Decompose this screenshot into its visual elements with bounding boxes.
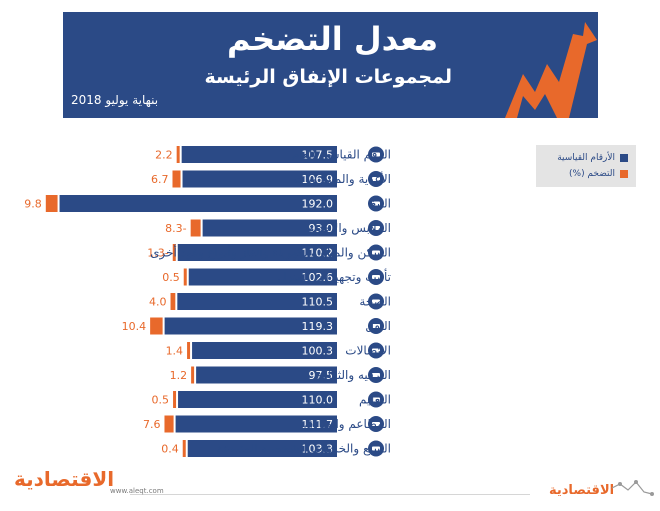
inflation-bar [183, 268, 187, 286]
inflation-value-label: 1.2 [170, 369, 188, 382]
inflation-bar [176, 146, 180, 163]
legend-swatch-inflation [620, 170, 628, 178]
index-value-label: 106.9 [302, 173, 334, 186]
index-bar [196, 366, 337, 384]
icon-glyph [372, 348, 380, 353]
index-bar [202, 219, 337, 237]
index-value-label: 110.5 [302, 296, 334, 309]
index-value-label: 119.3 [302, 320, 334, 333]
category-label: التبغ [370, 197, 391, 211]
brand-logo: الاقتصادية [14, 467, 115, 491]
category-label: السلع والخدمات الشخصية المتنوعة [216, 442, 391, 457]
icon-glyph [372, 152, 380, 157]
legend-label-inflation: التضخم (%) [569, 169, 615, 179]
brand-logo-small: الاقتصادية [549, 483, 615, 498]
category-label: النقل [365, 319, 391, 333]
inflation-bar [150, 317, 163, 335]
index-bar [188, 268, 337, 286]
inflation-bar [191, 366, 195, 384]
icon-glyph [372, 446, 380, 451]
icon-glyph [372, 250, 380, 255]
inflation-value-label: 9.8 [24, 198, 42, 211]
index-value-label: 97.5 [309, 369, 334, 382]
page-subtitle: لمجموعات الإنفاق الرئيسة [204, 66, 452, 88]
trend-line-icon [611, 480, 654, 496]
index-value-label: 192.0 [302, 198, 334, 211]
icon-glyph [372, 226, 380, 230]
index-bar [187, 440, 337, 457]
category-label: الصحة [359, 295, 391, 309]
legend: الأرقام القياسية التضخم (%) [536, 145, 636, 187]
category-label: الاتصالات [345, 344, 391, 358]
index-bar [178, 391, 337, 408]
category-label: الترفيه والثقافة [316, 368, 391, 383]
category-label: الأغذية والمشروبات [294, 171, 391, 187]
inflation-value-label: 6.7 [151, 173, 169, 186]
inflation-value-label: 4.0 [149, 296, 167, 309]
index-bar [177, 244, 337, 261]
category-label: السكن والمياه والكهرباء والغاز وأنواع وق… [150, 245, 391, 261]
site-url: www.aleqt.com [110, 487, 164, 495]
icon-glyph [372, 397, 380, 402]
inflation-value-label: 10.4 [122, 320, 147, 333]
icon-glyph [372, 422, 380, 426]
icon-glyph [372, 177, 380, 181]
index-bar [177, 293, 337, 310]
icon-glyph [372, 324, 380, 328]
inflation-bar [172, 170, 181, 188]
inflation-bar [170, 293, 176, 310]
index-bar [59, 195, 338, 212]
growth-arrow-icon [505, 22, 597, 118]
index-bar [192, 342, 337, 359]
inflation-value-label: 2.2 [155, 149, 173, 162]
inflation-bar [182, 440, 186, 457]
inflation-value-label: 7.6 [143, 418, 161, 431]
inflation-value-label: 8.3- [165, 222, 186, 235]
icon-glyph [372, 299, 380, 304]
inflation-value-label: 1.4 [166, 345, 184, 358]
page-title: معدل التضخم [227, 20, 438, 58]
inflation-value-label: 0.5 [152, 394, 170, 407]
index-bar [182, 170, 337, 188]
index-bar [164, 317, 337, 335]
icon-glyph [372, 373, 380, 377]
legend-item-inflation: التضخم (%) [569, 167, 628, 181]
icon-glyph [372, 201, 380, 206]
index-value-label: 102.6 [302, 271, 334, 284]
legend-label-index: الأرقام القياسية [557, 153, 615, 163]
index-value-label: 111.7 [302, 418, 334, 431]
index-value-label: 110.2 [302, 247, 334, 260]
date-label: بنهاية يوليو 2018 [71, 93, 159, 107]
category-label: التعليم [359, 393, 391, 407]
inflation-value-label: 1.3- [147, 247, 168, 260]
legend-item-index: الأرقام القياسية [557, 151, 628, 165]
inflation-bar [164, 415, 174, 433]
index-value-label: 110.0 [302, 394, 334, 407]
inflation-bar [45, 195, 58, 212]
inflation-bar [172, 244, 176, 261]
index-value-label: 93.0 [309, 222, 334, 235]
category-label: تأثيث وتجهيزات المنزل [277, 268, 391, 285]
category-label: المطاعم والفنادق [304, 417, 391, 432]
category-label: الملابس والأحذية [308, 220, 391, 236]
header-banner: معدل التضخم لمجموعات الإنفاق الرئيسة بنه… [63, 12, 598, 118]
inflation-value-label: 0.5 [162, 271, 180, 284]
inflation-value-label: 0.4 [161, 443, 179, 456]
index-value-label: 107.5 [302, 149, 334, 162]
inflation-bar [190, 219, 201, 237]
icon-glyph [372, 275, 380, 279]
legend-swatch-index [620, 154, 628, 162]
inflation-bar [187, 342, 191, 359]
category-label: الرقم القياسي العام [292, 148, 391, 163]
index-value-label: 103.3 [302, 443, 334, 456]
index-value-label: 100.3 [302, 345, 334, 358]
footer-divider [130, 494, 530, 495]
index-bar [175, 415, 337, 433]
index-bar [181, 146, 337, 163]
inflation-bar [173, 391, 177, 408]
